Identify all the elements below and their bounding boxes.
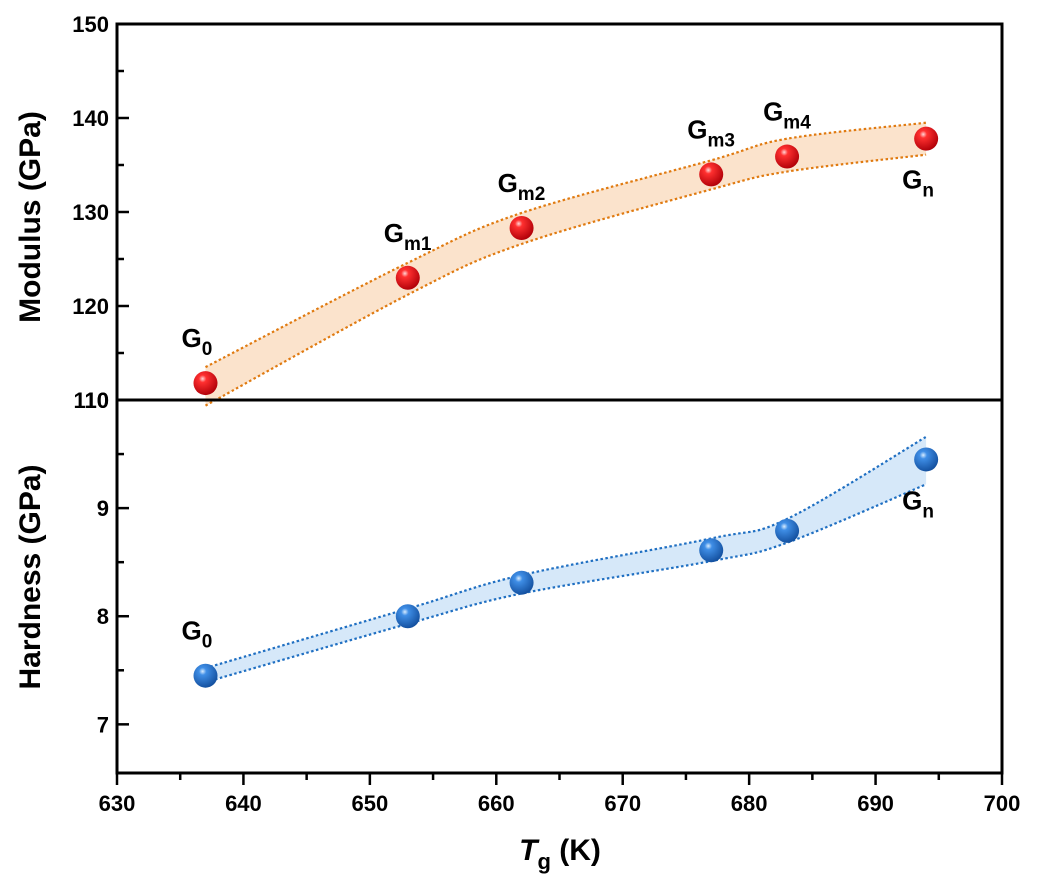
y-tick-label: 110 [74, 388, 110, 413]
data-point [193, 371, 218, 396]
hardness-points [193, 447, 939, 688]
point-label: Gm4 [763, 97, 811, 134]
band-fill [205, 436, 927, 683]
x-axis-title-symbol: T [519, 834, 540, 867]
point-label: G0 [182, 616, 213, 653]
y-tick-label: 10 [85, 388, 109, 413]
modulus-panel: G0 Gm1 Gm2 Gm3 Gm4 Gn 110 120 130 140 150 10 [72, 12, 939, 413]
data-point [509, 570, 534, 595]
hardness-band [205, 435, 927, 684]
data-point [914, 126, 939, 151]
y-tick-label: 150 [72, 12, 109, 37]
y-tick-label: 7 [97, 712, 109, 737]
x-tick-label: 630 [99, 791, 136, 816]
y-tick-label: 140 [72, 106, 109, 131]
modulus-points [193, 126, 939, 396]
x-tick-label: 690 [857, 791, 894, 816]
data-point [699, 538, 724, 563]
band-upper-line [205, 435, 927, 670]
point-label: Gm3 [687, 114, 735, 151]
point-label: Gn [902, 485, 934, 522]
x-tick-label: 670 [604, 791, 641, 816]
band-lower-line [204, 153, 927, 407]
x-tick-label: 650 [351, 791, 388, 816]
y-axis-title-modulus: Modulus (GPa) [14, 111, 47, 323]
modulus-band [204, 121, 927, 407]
y-tick-label: 9 [97, 496, 109, 521]
point-label: G0 [182, 323, 213, 360]
point-label: Gm2 [498, 168, 546, 205]
modulus-point-labels: G0 Gm1 Gm2 Gm3 Gm4 Gn [182, 97, 934, 361]
y-axis-title-hardness: Hardness (GPa) [14, 464, 47, 689]
x-axis-title-subscript: g [537, 849, 550, 874]
data-point [914, 447, 939, 472]
x-tick-label: 700 [984, 791, 1021, 816]
hardness-axes: 7 8 9 630 640 650 660 670 680 690 700 [97, 398, 1021, 816]
data-point [193, 663, 218, 688]
x-tick-label: 680 [731, 791, 768, 816]
data-point [775, 144, 800, 169]
modulus-axes: 110 120 130 140 150 10 [72, 12, 129, 413]
x-axis-title-unit: (K) [551, 834, 601, 867]
data-point [699, 162, 724, 187]
y-tick-label: 120 [72, 294, 109, 319]
point-label: Gm1 [384, 218, 432, 255]
x-tick-label: 660 [478, 791, 515, 816]
data-point [395, 604, 420, 629]
hardness-point-labels: G0 Gn [182, 485, 934, 652]
data-point [775, 518, 800, 543]
y-tick-label: 130 [72, 200, 109, 225]
y-tick-label: 8 [97, 604, 109, 629]
hardness-panel: G0 Gn 7 8 9 630 640 650 660 670 680 690 700 [97, 398, 1021, 816]
data-point [395, 265, 420, 290]
x-axis-title: Tg (K) [519, 834, 601, 874]
x-tick-label: 640 [225, 791, 262, 816]
data-point [509, 215, 534, 240]
band-fill [205, 122, 927, 406]
point-label: Gn [902, 165, 934, 202]
